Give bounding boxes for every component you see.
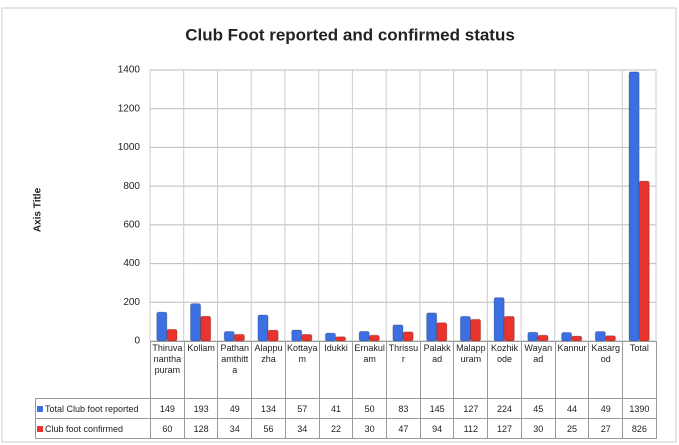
table-value: 22 bbox=[318, 418, 354, 439]
bar bbox=[503, 315, 515, 342]
bar bbox=[257, 314, 269, 342]
legend-key bbox=[37, 405, 43, 412]
table-value: 127 bbox=[487, 418, 522, 439]
chart-title: Club Foot reported and confirmed status bbox=[185, 25, 515, 44]
table-corner bbox=[36, 342, 151, 399]
bar bbox=[426, 312, 438, 342]
table-value: 30 bbox=[520, 418, 556, 439]
bar bbox=[638, 180, 650, 342]
chart-border bbox=[1, 7, 677, 443]
y-tick-label: 1000 bbox=[118, 142, 141, 153]
legend-item: Total Club foot reported bbox=[35, 398, 151, 419]
x-tick-label: Kottayam bbox=[284, 341, 320, 399]
x-tick-label: Pathanamthitta bbox=[217, 341, 253, 399]
table-value: 56 bbox=[251, 418, 286, 439]
legend-key bbox=[37, 425, 43, 432]
bar bbox=[189, 303, 202, 342]
bar bbox=[436, 322, 448, 342]
table-value: 47 bbox=[386, 418, 421, 439]
table-value: 34 bbox=[217, 418, 253, 439]
table-value: 60 bbox=[150, 418, 185, 439]
bar bbox=[459, 315, 471, 342]
bar bbox=[291, 329, 303, 342]
x-tick-label: Alappuzha bbox=[251, 341, 286, 399]
table-value: 112 bbox=[453, 418, 489, 439]
x-tick-label: Wayanad bbox=[520, 341, 556, 399]
y-tick-label: 600 bbox=[123, 219, 140, 230]
x-tick-label: Kannur bbox=[554, 341, 590, 399]
table-value: 1390 bbox=[622, 398, 657, 419]
bar bbox=[402, 331, 414, 342]
table-value: 50 bbox=[352, 398, 388, 419]
table-value: 25 bbox=[554, 418, 590, 439]
table-value: 41 bbox=[318, 398, 354, 419]
legend-label: Total Club foot reported bbox=[45, 403, 139, 414]
x-tick-label: Kollam bbox=[183, 341, 219, 399]
table-value: 30 bbox=[352, 418, 388, 439]
bar bbox=[392, 324, 404, 342]
x-tick-label: Total bbox=[622, 341, 657, 399]
bar bbox=[594, 331, 606, 342]
bar bbox=[604, 335, 617, 342]
bar bbox=[324, 332, 337, 342]
bar bbox=[200, 315, 212, 342]
bar bbox=[267, 329, 279, 342]
table-value: 94 bbox=[419, 418, 455, 439]
x-tick-label: Ernakulam bbox=[352, 341, 388, 399]
table-value: 127 bbox=[453, 398, 489, 419]
table-value: 34 bbox=[284, 418, 320, 439]
y-tick-label: 1200 bbox=[118, 103, 141, 114]
bar bbox=[166, 328, 178, 342]
x-tick-label: Kozhikode bbox=[487, 341, 522, 399]
table-value: 83 bbox=[386, 398, 421, 419]
bar bbox=[527, 331, 539, 342]
y-tick-label: 400 bbox=[123, 258, 140, 269]
table-value: 193 bbox=[183, 398, 219, 419]
table-value: 45 bbox=[520, 398, 556, 419]
y-tick-label: 800 bbox=[123, 181, 140, 192]
bar bbox=[156, 311, 168, 342]
bar bbox=[223, 331, 235, 342]
bar bbox=[233, 333, 245, 342]
x-tick-label: Palakkad bbox=[419, 341, 455, 399]
x-tick-label: Kasargod bbox=[588, 341, 624, 399]
table-row: Thiruvananthapuram Kollam Pathanamthitta Al… bbox=[36, 341, 657, 399]
x-tick-label: Malappuram bbox=[453, 341, 489, 399]
table-value: 145 bbox=[419, 398, 455, 419]
table-value: 44 bbox=[554, 398, 590, 419]
table-value: 128 bbox=[183, 418, 219, 439]
table-value: 826 bbox=[622, 418, 657, 439]
table-value: 224 bbox=[487, 398, 522, 419]
bar bbox=[335, 336, 347, 342]
bar bbox=[469, 318, 482, 342]
table-value: 49 bbox=[217, 398, 253, 419]
table-value: 49 bbox=[588, 398, 624, 419]
table-value: 57 bbox=[284, 398, 320, 419]
table-row: Club foot confirmed 60 128 34 56 34 22 30 47 94 11… bbox=[35, 418, 657, 439]
bar bbox=[358, 330, 370, 342]
table-value: 149 bbox=[150, 398, 185, 419]
y-tick-label: 0 bbox=[134, 336, 140, 347]
bar bbox=[493, 297, 505, 342]
legend-item: Club foot confirmed bbox=[35, 418, 151, 439]
x-tick-label: Idukki bbox=[318, 341, 354, 399]
legend-label: Club foot confirmed bbox=[45, 423, 124, 434]
x-tick-label: Thiruvananthapuram bbox=[150, 341, 185, 399]
bar bbox=[301, 333, 313, 342]
table-row: Total Club foot reported 149 193 49 134 57 41 5… bbox=[35, 398, 657, 419]
y-axis-title: Axis Title bbox=[33, 187, 44, 232]
data-table: Thiruvananthapuram Kollam Pathanamthitta Al… bbox=[35, 341, 657, 439]
table-value: 27 bbox=[588, 418, 624, 439]
x-tick-label: Thrissur bbox=[386, 341, 421, 399]
bar bbox=[571, 335, 583, 342]
y-tick-label: 1400 bbox=[118, 65, 141, 76]
bar bbox=[561, 331, 573, 342]
y-tick-label: 200 bbox=[123, 297, 140, 308]
table-value: 134 bbox=[251, 398, 286, 419]
bar bbox=[628, 71, 640, 342]
